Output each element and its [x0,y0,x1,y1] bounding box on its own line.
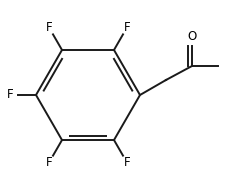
Text: F: F [7,88,13,101]
Text: F: F [45,156,52,169]
Text: F: F [45,21,52,34]
Text: O: O [187,30,196,43]
Text: Cl: Cl [223,59,225,72]
Text: F: F [123,21,130,34]
Text: F: F [123,156,130,169]
